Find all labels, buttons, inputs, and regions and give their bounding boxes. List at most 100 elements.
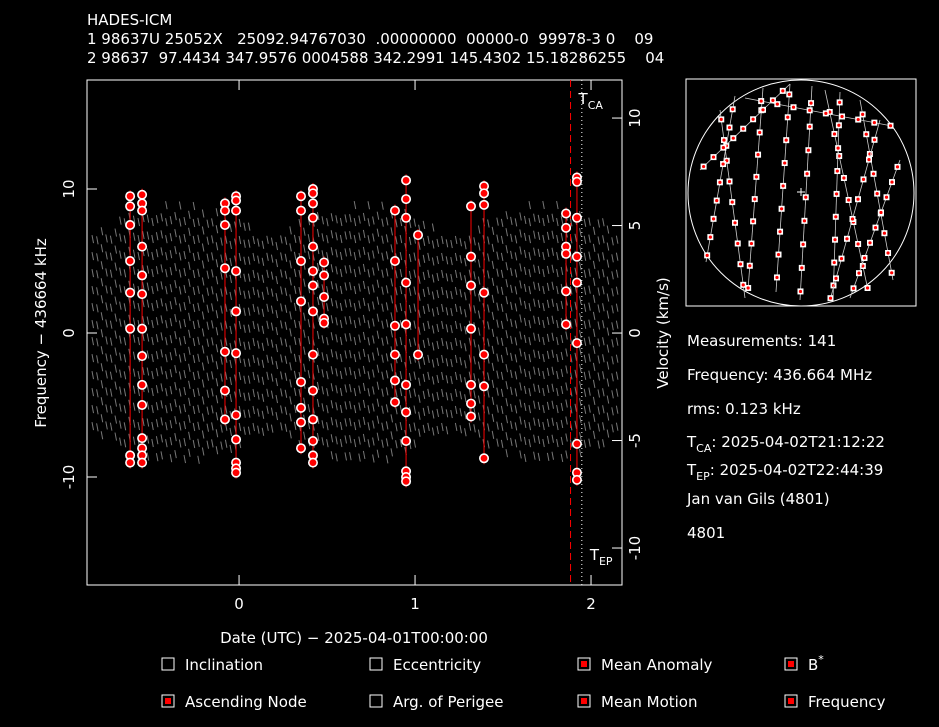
checkbox-mark[interactable] (165, 698, 171, 704)
model-trace (174, 365, 177, 374)
model-trace (344, 418, 347, 427)
model-trace (137, 234, 140, 244)
model-trace (399, 302, 403, 312)
sky-point-dot (721, 162, 725, 166)
model-trace (413, 286, 416, 295)
model-trace (445, 273, 449, 282)
model-trace (211, 235, 214, 244)
option[interactable]: Mean Motion (577, 693, 698, 711)
checkbox-mark[interactable] (788, 661, 794, 667)
checkbox[interactable] (784, 657, 798, 671)
option-label[interactable]: Mean Anomaly (601, 656, 713, 674)
model-trace (257, 425, 260, 434)
model-trace (165, 252, 168, 261)
model-trace (519, 263, 522, 272)
model-trace (487, 389, 490, 398)
model-trace (224, 371, 228, 380)
model-trace (606, 276, 610, 285)
model-trace (165, 354, 168, 363)
option[interactable]: B* (784, 653, 824, 674)
option-label[interactable]: B* (808, 653, 824, 674)
sky-point-dot (837, 123, 841, 127)
model-trace (178, 388, 182, 397)
data-point (219, 346, 230, 357)
model-trace (353, 217, 357, 227)
model-trace (183, 267, 186, 277)
model-trace (606, 327, 610, 336)
model-trace (284, 406, 288, 415)
option[interactable]: Eccentricity (369, 656, 481, 674)
checkbox[interactable] (577, 657, 591, 671)
model-trace (330, 298, 334, 307)
model-trace (114, 347, 117, 356)
model-trace (96, 270, 99, 279)
model-trace (436, 391, 439, 401)
checkbox[interactable] (784, 694, 798, 708)
model-trace (243, 256, 246, 265)
model-trace (307, 234, 311, 243)
model-trace (270, 271, 274, 280)
data-point (125, 201, 136, 212)
model-trace (146, 299, 150, 308)
checkbox[interactable] (369, 694, 383, 708)
model-trace (500, 269, 504, 278)
model-trace (537, 316, 541, 325)
model-trace (261, 376, 265, 385)
model-trace (266, 303, 269, 312)
sky-point-dot (872, 121, 876, 125)
option-label[interactable]: Arg. of Perigee (393, 693, 504, 711)
model-trace (183, 233, 186, 243)
model-trace (201, 413, 205, 422)
model-trace (422, 254, 426, 263)
checkbox-mark[interactable] (788, 698, 794, 704)
option-label[interactable]: Inclination (185, 656, 263, 674)
model-trace (445, 307, 449, 316)
model-trace (132, 232, 136, 241)
sky-point-dot (771, 98, 775, 102)
model-trace (298, 354, 301, 364)
model-trace (339, 336, 343, 346)
checkbox-mark[interactable] (581, 698, 587, 704)
model-trace (514, 354, 518, 363)
option[interactable]: Frequency (784, 693, 886, 711)
sky-point-dot (808, 108, 812, 112)
model-trace (266, 269, 269, 278)
model-trace (188, 278, 191, 287)
plot-frame (86, 79, 623, 586)
option-label[interactable]: Eccentricity (393, 656, 481, 674)
checkbox[interactable] (161, 694, 175, 708)
model-trace (441, 320, 444, 330)
model-trace (519, 399, 522, 408)
model-trace (523, 215, 527, 225)
model-trace (376, 415, 380, 424)
checkbox[interactable] (161, 657, 175, 671)
model-trace (450, 341, 453, 351)
option-label[interactable]: Mean Motion (601, 693, 698, 711)
sky-point-dot (798, 289, 803, 294)
model-trace (266, 422, 269, 431)
model-trace (169, 216, 173, 225)
option-label[interactable]: Ascending Node (185, 693, 307, 711)
model-trace (335, 419, 338, 428)
checkbox[interactable] (369, 657, 383, 671)
option[interactable]: Ascending Node (161, 693, 307, 711)
option[interactable]: Arg. of Perigee (369, 693, 504, 711)
sky-point-dot (839, 257, 844, 261)
model-trace (537, 231, 541, 240)
model-trace (528, 286, 531, 295)
checkbox-mark[interactable] (581, 661, 587, 667)
model-trace (123, 354, 127, 363)
option[interactable]: Mean Anomaly (577, 656, 713, 674)
model-trace (560, 436, 564, 446)
model-trace (270, 424, 274, 433)
option-label[interactable]: Frequency (808, 693, 886, 711)
model-trace (537, 367, 541, 376)
model-trace (422, 322, 426, 331)
model-trace (224, 439, 228, 448)
checkbox[interactable] (577, 694, 591, 708)
model-trace (362, 331, 366, 341)
option[interactable]: Inclination (161, 656, 263, 674)
model-trace (243, 273, 246, 282)
model-trace (142, 281, 145, 291)
